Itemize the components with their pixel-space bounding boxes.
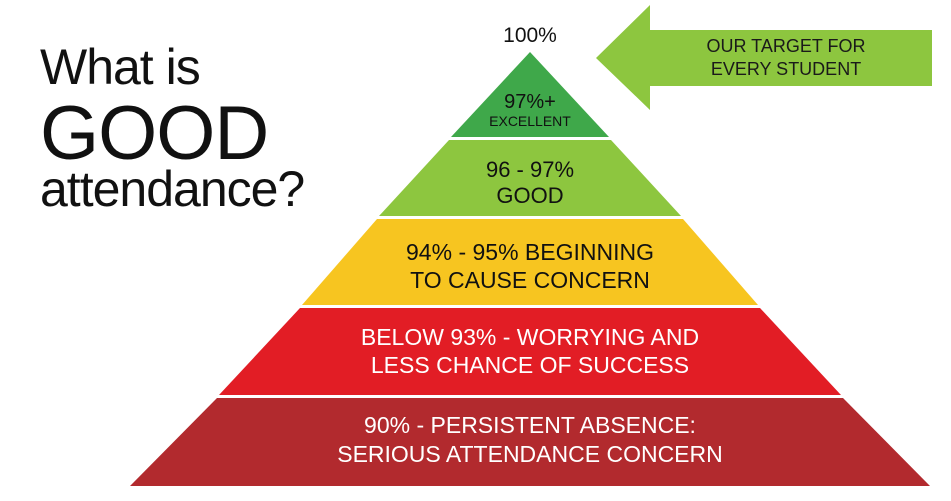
tier-absence-line-1: 90% - PERSISTENT ABSENCE: [364,412,696,438]
tier-concern-line-1: 94% - 95% BEGINNING [406,239,654,265]
pyramid-tier-good: 96 - 97% GOOD [379,140,681,216]
tier-good-line-1: 96 - 97% [486,157,574,182]
tier-worrying-line-2: LESS CHANCE OF SUCCESS [371,352,689,378]
target-arrow [596,5,932,110]
pyramid-tier-beginning-concern: 94% - 95% BEGINNING TO CAUSE CONCERN [302,219,758,305]
target-arrow-line-1: OUR TARGET FOR [706,36,865,56]
title-line-2: GOOD [40,91,269,176]
pyramid-tier-worrying: BELOW 93% - WORRYING AND LESS CHANCE OF … [219,308,841,395]
title-line-3: attendance? [40,161,305,217]
pyramid-tier-persistent-absence: 90% - PERSISTENT ABSENCE: SERIOUS ATTEND… [130,398,930,486]
tier-absence-line-2: SERIOUS ATTENDANCE CONCERN [337,441,723,467]
tier-good-line-2: GOOD [496,183,563,208]
tier-excellent-line-2: EXCELLENT [489,113,571,129]
pyramid-tier-excellent: 97%+ EXCELLENT [451,52,609,137]
peak-label: 100% [503,24,557,47]
tier-concern-line-2: TO CAUSE CONCERN [410,267,650,293]
title-line-1: What is [40,39,201,95]
target-arrow-line-2: EVERY STUDENT [711,59,861,79]
tier-excellent-line-1: 97%+ [504,91,556,113]
tier-worrying-line-1: BELOW 93% - WORRYING AND [361,324,699,350]
